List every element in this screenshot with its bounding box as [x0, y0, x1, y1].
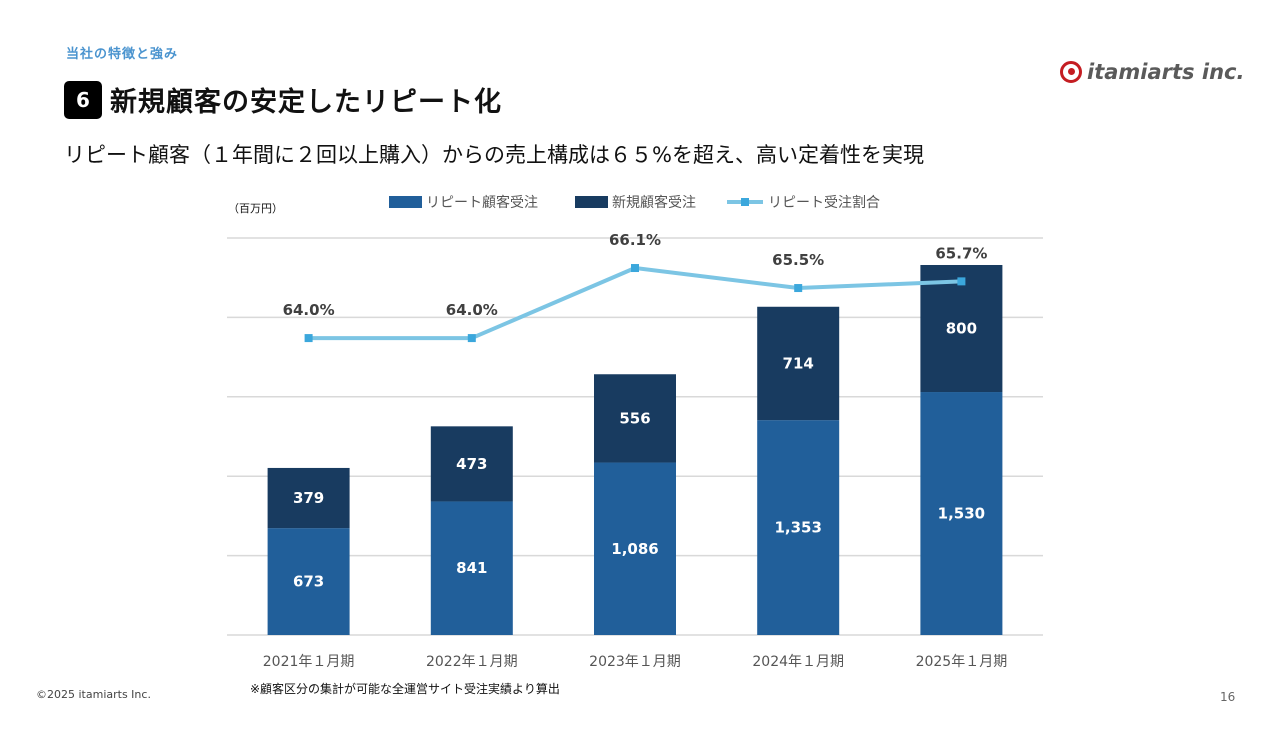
section-label: 当社の特徴と強み: [66, 47, 179, 62]
data-label-repeat: 673: [293, 573, 324, 591]
legend-label-ratio: リピート受注割合: [768, 194, 880, 211]
data-label-ratio: 64.0%: [446, 301, 498, 319]
bar-new: [594, 374, 676, 463]
ratio-line: 64.0% 64.0% 66.1% 65.5% 65.7%: [283, 231, 987, 343]
title-row: 6 新規顧客の安定したリピート化: [64, 80, 502, 119]
data-label-repeat: 1,353: [774, 519, 821, 537]
data-label-ratio: 66.1%: [609, 231, 661, 249]
bar-repeat: [920, 392, 1003, 635]
ratio-marker: [467, 334, 476, 343]
bar-new: [757, 306, 840, 421]
data-label-ratio: 64.0%: [283, 301, 335, 319]
data-label-ratio: 65.7%: [935, 244, 987, 262]
legend-swatch-ratio-marker: [741, 198, 749, 206]
legend-label-repeat: リピート顧客受注: [426, 194, 538, 211]
legend-swatch-repeat: [389, 196, 422, 208]
x-tick-label: 2023年１月期: [589, 654, 681, 670]
bar-repeat: [267, 528, 350, 635]
bar-new: [920, 264, 1003, 393]
legend: リピート顧客受注 新規顧客受注 リピート受注割合: [389, 194, 880, 211]
bar-new: [430, 426, 513, 502]
bar-repeat: [757, 420, 840, 635]
ratio-marker: [304, 334, 313, 343]
data-label-new: 800: [946, 320, 977, 338]
copyright: ©2025 itamiarts Inc.: [36, 688, 151, 701]
data-label-repeat: 1,530: [938, 505, 985, 523]
legend-swatch-new: [575, 196, 608, 208]
data-label-ratio: 65.5%: [772, 251, 824, 269]
data-label-new: 379: [293, 489, 324, 507]
unit-label: （百万円）: [228, 202, 283, 215]
ratio-marker: [794, 284, 803, 293]
page-number: 16: [1220, 690, 1236, 704]
data-label-new: 473: [456, 455, 487, 473]
footnote: ※顧客区分の集計が可能な全運営サイト受注実績より算出: [250, 682, 560, 696]
ratio-marker: [957, 277, 966, 286]
data-label-new: 714: [783, 354, 814, 372]
bar-repeat: [430, 501, 513, 635]
data-label-new: 556: [619, 409, 650, 427]
page-title: 新規顧客の安定したリピート化: [110, 87, 502, 118]
x-tick-label: 2025年１月期: [916, 654, 1008, 670]
data-label-repeat: 1,086: [611, 540, 658, 558]
x-tick-label: 2024年１月期: [752, 654, 844, 670]
x-axis-ticks: 2021年１月期 2022年１月期 2023年１月期 2024年１月期 2025年１月期: [263, 654, 1007, 670]
x-tick-label: 2022年１月期: [426, 654, 518, 670]
ratio-line-path: [308, 266, 962, 341]
logo-mark-icon: [1060, 61, 1082, 83]
bars: 673 379 841 473 1,086 556 1,353 714 1,530 800: [267, 264, 1003, 635]
x-tick-label: 2021年１月期: [263, 654, 355, 670]
bar-repeat: [594, 462, 676, 635]
company-logo: itamiarts inc.: [1060, 60, 1244, 84]
logo-text: itamiarts inc.: [1087, 60, 1245, 84]
data-label-repeat: 841: [456, 559, 487, 577]
ratio-marker: [631, 264, 639, 273]
bar-new: [267, 467, 350, 529]
page-subtitle: リピート顧客（１年間に２回以上購入）からの売上構成は６５%を超え、高い定着性を実…: [64, 143, 924, 167]
section-number-badge: 6: [64, 80, 102, 119]
legend-label-new: 新規顧客受注: [612, 194, 696, 211]
